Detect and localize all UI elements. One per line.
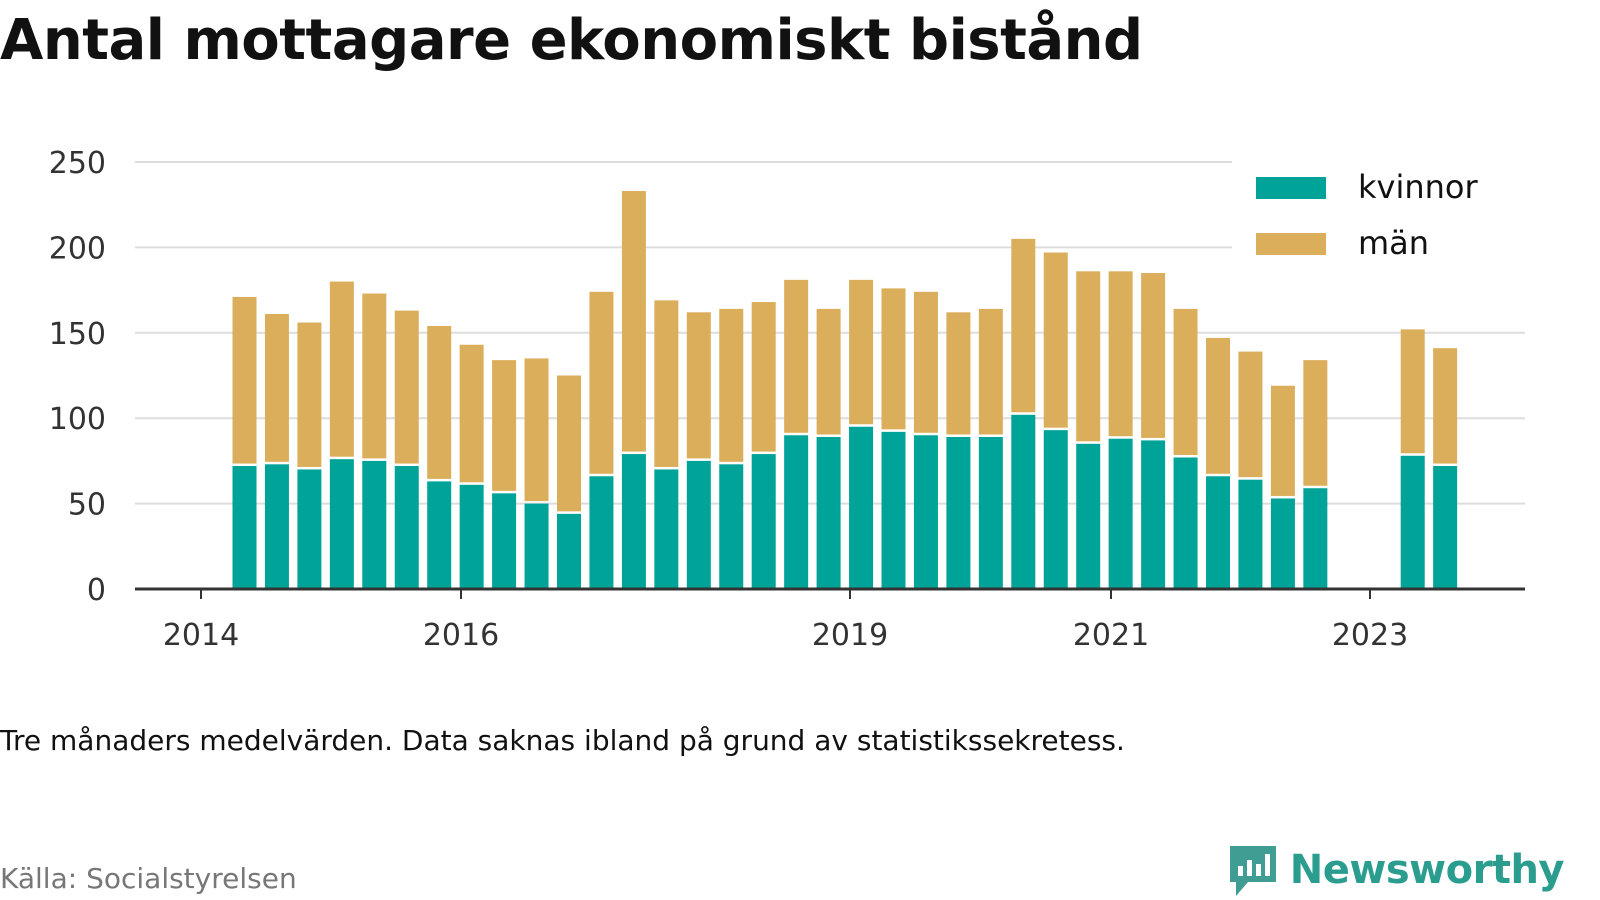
bar-kvinnor	[1043, 430, 1068, 589]
bar-man	[492, 360, 517, 491]
bar-kvinnor	[1400, 455, 1425, 589]
y-tick-label: 100	[49, 402, 106, 437]
bar-kvinnor	[459, 484, 484, 589]
bar-man	[1043, 252, 1068, 428]
bar-kvinnor	[1206, 476, 1230, 589]
bar-kvinnor	[1141, 440, 1166, 589]
bar-man	[1141, 273, 1166, 438]
bar-man	[427, 325, 452, 479]
legend-swatch-kvinnor	[1256, 177, 1326, 199]
bar-chart-speech-bubble-icon	[1229, 846, 1276, 896]
bar-kvinnor	[1173, 457, 1198, 589]
x-tick-label: 2023	[1332, 618, 1408, 653]
bar-man	[297, 322, 322, 467]
bar-man	[881, 288, 906, 430]
bar-man	[816, 308, 841, 435]
bar-man	[1238, 351, 1263, 478]
bar-kvinnor	[1011, 414, 1036, 589]
brand-name: Newsworthy	[1289, 847, 1565, 893]
bar-man	[1076, 271, 1101, 442]
bar-kvinnor	[524, 503, 549, 589]
bar-kvinnor	[264, 464, 289, 589]
legend: kvinnor män	[1232, 155, 1532, 280]
bar-man	[913, 291, 938, 433]
bar-kvinnor	[1238, 479, 1263, 589]
y-tick-label: 250	[49, 146, 106, 181]
y-tick-label: 0	[87, 573, 106, 608]
bar-kvinnor	[719, 464, 744, 589]
legend-background	[1232, 155, 1532, 280]
bar-man	[1400, 329, 1425, 454]
x-tick-label: 2019	[812, 618, 888, 653]
bar-kvinnor	[784, 435, 809, 589]
bar-man	[719, 308, 744, 462]
bar-kvinnor	[1108, 438, 1133, 589]
bar-man	[1173, 308, 1198, 455]
bar-man	[1270, 385, 1295, 496]
y-tick-label: 200	[49, 231, 106, 266]
bar-man	[264, 314, 289, 462]
bar-kvinnor	[589, 476, 614, 589]
bar-kvinnor	[686, 460, 711, 589]
bar-man	[946, 312, 971, 435]
bar-kvinnor	[881, 431, 906, 589]
bar-man	[1011, 238, 1036, 413]
chart-note: Tre månaders medelvärden. Data saknas ib…	[0, 724, 1125, 757]
bar-man	[557, 375, 581, 512]
bar-man	[459, 344, 484, 483]
bar-kvinnor	[1076, 443, 1101, 589]
bar-man	[751, 302, 776, 452]
newsworthy-logo: Newsworthy	[1226, 842, 1565, 898]
bar-kvinnor	[751, 454, 776, 589]
bar-man	[1303, 360, 1328, 486]
bar-kvinnor	[849, 426, 874, 589]
bar-kvinnor	[362, 460, 387, 589]
bar-kvinnor	[621, 454, 646, 589]
x-tick-label: 2021	[1073, 618, 1149, 653]
bar-kvinnor	[816, 436, 841, 589]
bar-man	[589, 291, 614, 474]
bar-kvinnor	[492, 493, 517, 589]
legend-label-kvinnor: kvinnor	[1358, 168, 1479, 206]
x-tick-label: 2016	[423, 618, 499, 653]
source-label: Källa: Socialstyrelsen	[0, 862, 297, 895]
legend-label-man: män	[1358, 224, 1429, 262]
bar-kvinnor	[427, 481, 452, 589]
bar-man	[849, 279, 874, 425]
bars	[232, 191, 1458, 589]
bar-kvinnor	[1270, 498, 1295, 589]
x-tick-label: 2014	[163, 618, 239, 653]
bar-man	[329, 281, 354, 457]
bar-man	[1108, 271, 1133, 437]
bar-man	[686, 312, 711, 459]
bar-kvinnor	[654, 469, 679, 589]
bar-man	[654, 300, 679, 467]
bar-kvinnor	[913, 435, 938, 589]
y-axis-labels: 0 50 100 150 200 250	[49, 146, 106, 608]
bar-kvinnor	[978, 436, 1003, 589]
y-tick-label: 150	[49, 317, 106, 352]
bar-kvinnor	[946, 436, 971, 589]
bar-man	[621, 191, 646, 452]
x-axis: 2014 2016 2019 2021 2023	[135, 587, 1525, 653]
chart-title: Antal mottagare ekonomiskt bistånd	[0, 8, 1143, 73]
bar-man	[362, 293, 387, 459]
bar-man	[524, 358, 549, 502]
bar-man	[1206, 337, 1230, 474]
bar-kvinnor	[297, 469, 322, 589]
bar-man	[784, 279, 809, 433]
bar-man	[232, 296, 257, 464]
bar-man	[1433, 348, 1458, 464]
y-tick-label: 50	[68, 488, 106, 523]
bar-kvinnor	[329, 459, 354, 589]
bar-kvinnor	[1433, 466, 1458, 589]
legend-swatch-man	[1256, 233, 1326, 255]
bar-kvinnor	[557, 513, 581, 589]
bar-kvinnor	[1303, 488, 1328, 589]
bar-man	[978, 308, 1003, 435]
bar-kvinnor	[232, 466, 257, 589]
bar-kvinnor	[394, 466, 419, 589]
bar-man	[394, 310, 419, 464]
